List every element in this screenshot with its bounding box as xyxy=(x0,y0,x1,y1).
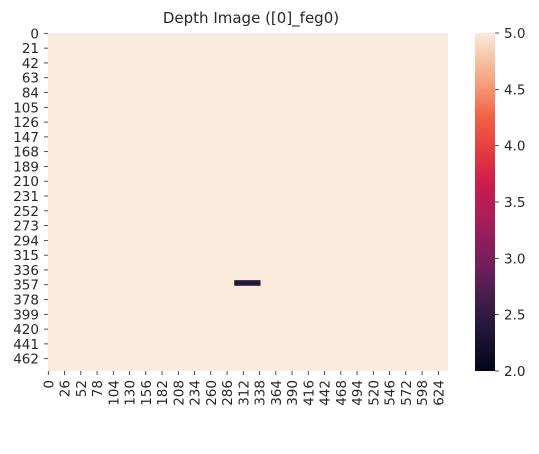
y-tick-label: 420 xyxy=(13,322,39,338)
x-tick-label: 26 xyxy=(58,380,74,397)
y-tick-label: 378 xyxy=(13,293,39,309)
colorbar-tick-label: 3.5 xyxy=(504,195,525,211)
y-tick-label: 84 xyxy=(22,86,39,102)
heatmap-background xyxy=(48,33,448,371)
x-tick-label: 182 xyxy=(155,380,171,406)
y-tick-label: 0 xyxy=(30,26,39,42)
y-tick-label: 294 xyxy=(13,233,39,249)
y-tick-label: 399 xyxy=(13,307,39,323)
y-tick-label: 441 xyxy=(13,337,39,353)
x-tick-label: 130 xyxy=(123,380,139,406)
colorbar-tick-label: 4.0 xyxy=(504,139,525,155)
x-tick-label: 156 xyxy=(139,380,155,406)
y-tick-label: 273 xyxy=(13,219,39,235)
colorbar-tick-label: 3.0 xyxy=(504,251,525,267)
x-tick-label: 208 xyxy=(171,380,187,406)
x-tick-label: 546 xyxy=(383,380,399,406)
x-tick-label: 572 xyxy=(399,380,415,406)
y-tick-label: 42 xyxy=(22,56,39,72)
colorbar-tick-label: 5.0 xyxy=(504,26,525,42)
x-tick-label: 52 xyxy=(74,380,90,397)
y-tick-label: 315 xyxy=(13,248,39,264)
chart-title: Depth Image ([0]_feg0) xyxy=(163,9,339,28)
y-tick-label: 63 xyxy=(22,71,39,87)
y-tick-label: 105 xyxy=(13,100,39,116)
x-tick-label: 0 xyxy=(41,380,57,389)
y-tick-label: 462 xyxy=(13,352,39,368)
y-tick-label: 336 xyxy=(13,263,39,279)
x-tick-label: 312 xyxy=(236,380,252,406)
x-tick-label: 494 xyxy=(350,380,366,406)
y-axis-ticks: 0214263841051261471681892102312522732943… xyxy=(13,26,48,368)
y-tick-label: 168 xyxy=(13,145,39,161)
colorbar-ticks: 2.0 2.5 3.0 3.5 4.0 4.5 5.0 xyxy=(495,26,525,380)
x-tick-label: 338 xyxy=(253,380,269,406)
y-tick-label: 231 xyxy=(13,189,39,205)
y-tick-label: 357 xyxy=(13,278,39,294)
colorbar-tick-label: 4.5 xyxy=(504,82,525,98)
x-tick-label: 78 xyxy=(90,380,106,397)
colorbar-gradient xyxy=(475,33,495,371)
y-tick-label: 21 xyxy=(22,41,39,57)
x-tick-label: 364 xyxy=(269,380,285,406)
y-tick-label: 252 xyxy=(13,204,39,220)
x-tick-label: 390 xyxy=(285,380,301,406)
x-tick-label: 598 xyxy=(415,380,431,406)
x-tick-label: 468 xyxy=(334,380,350,406)
y-tick-label: 210 xyxy=(13,174,39,190)
x-axis-ticks: 0 26 52 78 104 130 156 182 208 234 260 286 312 338 364… xyxy=(41,371,447,406)
x-tick-label: 442 xyxy=(318,380,334,406)
x-tick-label: 624 xyxy=(431,380,447,406)
y-tick-label: 126 xyxy=(13,115,39,131)
x-tick-label: 104 xyxy=(106,380,122,406)
x-tick-label: 234 xyxy=(188,380,204,406)
y-tick-label: 147 xyxy=(13,130,39,146)
x-tick-label: 260 xyxy=(204,380,220,406)
colorbar-tick-label: 2.5 xyxy=(504,308,525,324)
x-tick-label: 286 xyxy=(220,380,236,406)
x-tick-label: 520 xyxy=(366,380,382,406)
colorbar-tick-label: 2.0 xyxy=(504,364,525,380)
heatmap-area xyxy=(48,33,448,371)
colorbar xyxy=(475,33,495,371)
y-tick-label: 189 xyxy=(13,159,39,175)
x-tick-label: 416 xyxy=(301,380,317,406)
heatmap-region xyxy=(234,280,261,286)
